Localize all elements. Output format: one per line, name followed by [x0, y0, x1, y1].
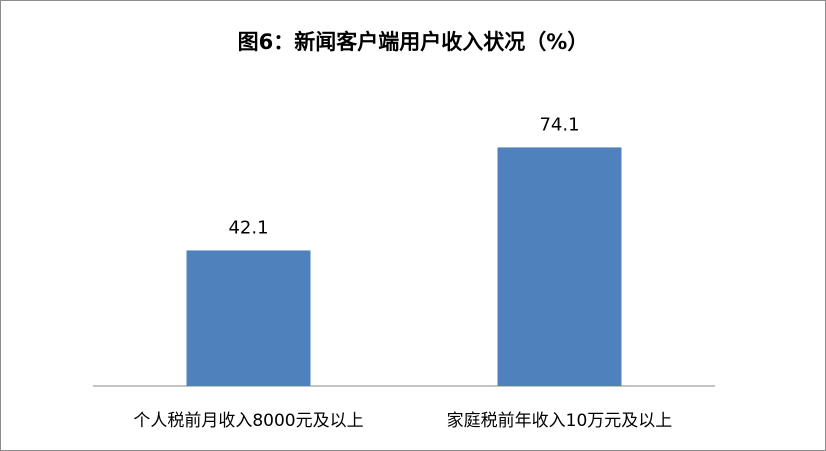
chart-title: 图6：新闻客户端用户收入状况（%）	[237, 30, 589, 54]
data-label-0: 42.1	[228, 217, 268, 238]
category-label-1: 家庭税前年收入10万元及以上	[447, 411, 673, 431]
data-label-1: 74.1	[539, 114, 579, 135]
bar-1	[497, 147, 622, 386]
bar-0	[186, 250, 311, 386]
category-label-0: 个人税前月收入8000元及以上	[133, 411, 363, 431]
